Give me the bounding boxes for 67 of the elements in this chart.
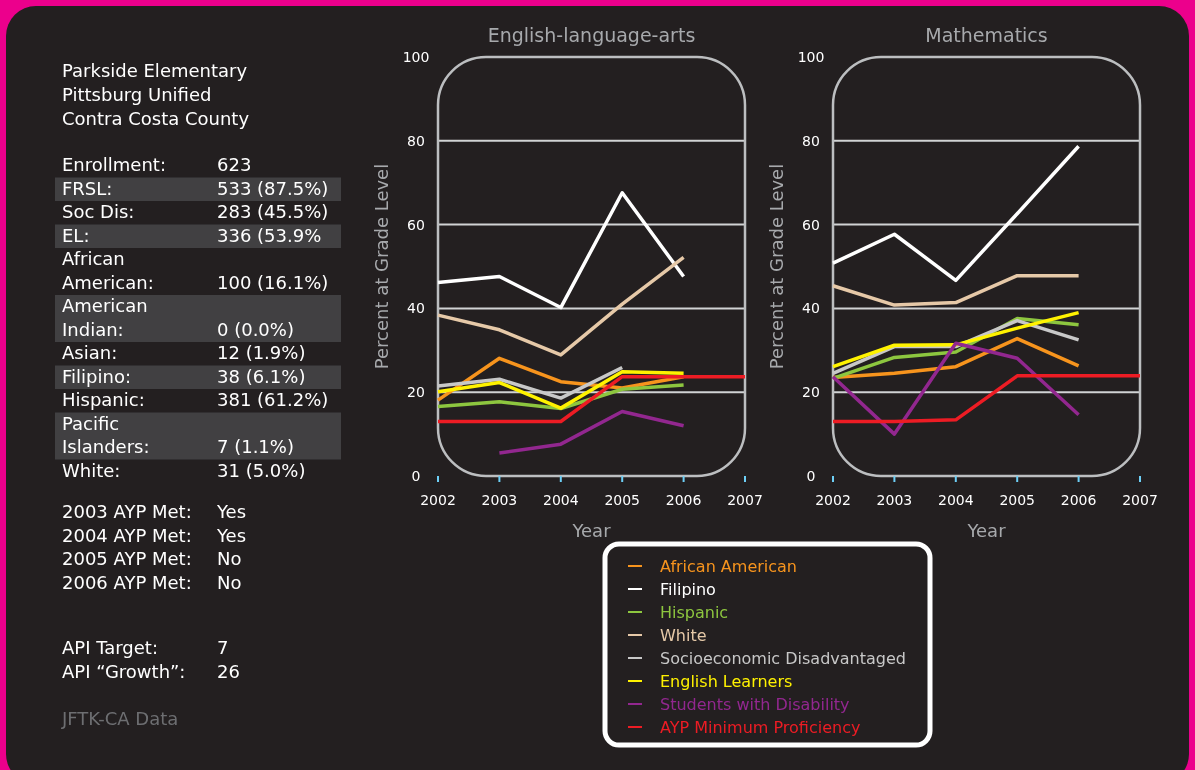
x-tick-label: 2005 — [604, 492, 641, 508]
line-series — [831, 341, 1081, 436]
legend-label: English Learners — [660, 672, 793, 691]
y-tick-label: 80 — [802, 132, 820, 149]
text: Enrollment: 623 — [62, 154, 252, 175]
text: American Indian: 0 (0.0%) — [62, 295, 294, 340]
text: African American: 100 (16.1%) — [62, 248, 329, 293]
y-tick-label: 20 — [407, 384, 425, 401]
text: 2006 AYP Met: No — [62, 571, 242, 593]
text: Soc Dis: 283 (45.5%) — [62, 201, 329, 222]
legend-label: White — [660, 626, 707, 645]
y-tick-label: 80 — [407, 132, 425, 149]
legend-label: AYP Minimum Proficiency — [660, 718, 861, 737]
legend-label: African American — [660, 557, 797, 576]
text: API “Growth”: 26 — [62, 660, 240, 682]
x-tick-label: 2007 — [1122, 492, 1158, 508]
legend-label: Filipino — [660, 580, 716, 599]
legend-label: Hispanic — [660, 603, 729, 622]
y-tick-label: 0 — [411, 468, 421, 484]
text: JFTK-CA Data — [61, 708, 179, 729]
legend-label: Students with Disability — [660, 695, 850, 714]
y-axis-title: Percent at Grade Level — [766, 163, 787, 370]
x-tick-label: 2002 — [815, 492, 851, 508]
x-tick-label: 2004 — [937, 492, 974, 508]
x-tick-label: 2003 — [876, 492, 913, 508]
text: 2003 AYP Met: Yes — [62, 501, 247, 522]
y-tick-label: 0 — [806, 468, 816, 484]
line-series — [436, 369, 686, 410]
x-tick-label: 2003 — [481, 492, 518, 508]
x-axis-title: Year — [966, 520, 1007, 541]
line-series — [831, 144, 1081, 283]
text: 2005 AYP Met: No — [62, 548, 242, 569]
x-tick-label: 2007 — [727, 492, 763, 508]
chart-title: English-language-arts — [487, 24, 696, 46]
chart-title: Mathematics — [925, 24, 1048, 46]
line-series — [436, 191, 686, 310]
text: 2004 AYP Met: Yes — [62, 524, 247, 546]
text: Pittsburg Unified Contra Costa County — [62, 84, 250, 129]
x-tick-label: 2004 — [542, 492, 579, 508]
legend-label: Socioeconomic Disadvantaged — [660, 649, 906, 668]
y-tick-label: 20 — [802, 384, 820, 401]
y-tick-label: 40 — [407, 300, 425, 317]
x-tick-label: 2006 — [665, 492, 702, 508]
x-tick-label: 2006 — [1060, 492, 1097, 508]
text: FRSL: 533 (87.5%) — [62, 177, 329, 199]
text: Pacific Islanders: 7 (1.1%) — [62, 412, 294, 457]
x-tick-label: 2005 — [999, 492, 1036, 508]
line-series — [436, 383, 686, 411]
text: API Target: 7 — [62, 637, 229, 658]
x-tick-label: 2002 — [420, 492, 456, 508]
y-tick-label: 40 — [802, 300, 820, 317]
text: EL: 336 (53.9% — [62, 224, 322, 246]
line-series — [436, 255, 686, 357]
y-axis-title: Percent at Grade Level — [371, 163, 392, 370]
y-tick-label: 100 — [797, 49, 825, 65]
y-tick-label: 100 — [402, 49, 430, 65]
y-tick-label: 60 — [407, 216, 425, 233]
line-series — [831, 310, 1081, 369]
line-series — [831, 273, 1081, 307]
x-axis-title: Year — [571, 520, 612, 541]
text: Filipino: 38 (6.1%) — [62, 365, 306, 387]
text: Hispanic: 381 (61.2%) — [62, 389, 329, 410]
text: White: 31 (5.0%) — [62, 459, 306, 481]
line-series — [497, 409, 686, 455]
text: Asian: 12 (1.9%) — [62, 342, 306, 363]
text: Parkside Elementary — [62, 60, 248, 81]
y-tick-label: 60 — [802, 216, 820, 233]
